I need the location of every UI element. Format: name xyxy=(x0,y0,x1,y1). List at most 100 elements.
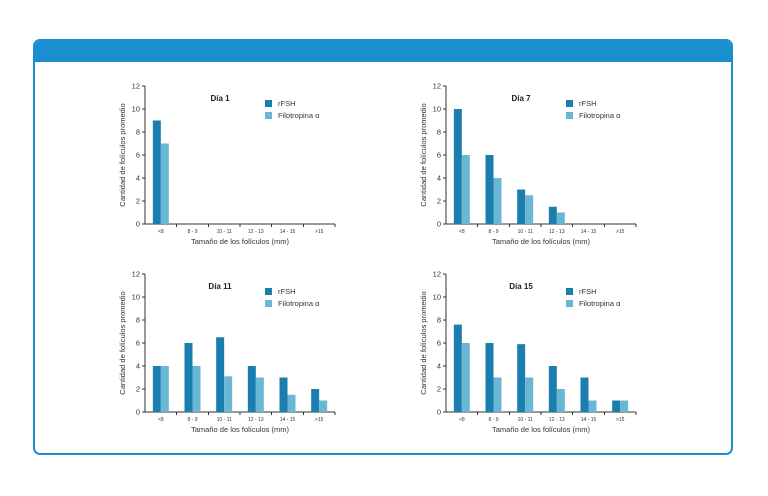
bar-filotropina xyxy=(160,143,169,224)
bar-filotropina xyxy=(287,394,296,412)
y-tick-label: 12 xyxy=(433,82,441,91)
x-tick-label: 8 - 9 xyxy=(488,417,498,423)
legend-swatch-filotropina xyxy=(265,300,272,307)
panel-header-bar xyxy=(35,41,731,62)
legend-swatch-rfsh xyxy=(566,100,573,107)
bar-filotropina xyxy=(255,377,264,412)
y-tick-label: 6 xyxy=(136,339,140,348)
bar-filotropina xyxy=(588,400,597,412)
x-tick-label: 10 - 11 xyxy=(217,229,232,235)
y-axis-label: Cantidad de folículos promedio xyxy=(419,103,428,206)
bar-rfsh xyxy=(152,366,161,412)
y-tick-label: 12 xyxy=(433,270,441,279)
bar-rfsh xyxy=(453,109,462,224)
x-tick-label: 14 - 15 xyxy=(581,229,597,235)
legend-label-filotropina: Filotropina α xyxy=(579,299,621,308)
x-tick-label: 12 - 13 xyxy=(549,229,565,235)
bar-filotropina xyxy=(620,400,629,412)
y-axis-label: Cantidad de folículos promedio xyxy=(419,291,428,394)
chart-title: Día 15 xyxy=(509,282,533,291)
bar-filotropina xyxy=(224,376,233,412)
legend-label-rfsh: rFSH xyxy=(579,99,597,108)
bar-rfsh xyxy=(548,206,557,224)
bar-rfsh xyxy=(517,189,526,224)
figure-panel xyxy=(33,39,733,455)
bar-filotropina xyxy=(319,400,328,412)
chart-day-1: 0 2 4 6 8 10 12 <8 8 - 9 10 - 11 12 - 13 14 - 15 >15… xyxy=(118,82,336,246)
x-tick-label: >15 xyxy=(616,229,625,235)
y-tick-label: 0 xyxy=(136,408,140,417)
bar-rfsh xyxy=(517,344,526,412)
x-tick-label: 10 - 11 xyxy=(217,417,232,423)
bar-filotropina xyxy=(556,389,565,412)
y-tick-label: 6 xyxy=(437,339,441,348)
y-tick-label: 12 xyxy=(132,270,140,279)
x-axis-label: Tamaño de los folículos (mm) xyxy=(191,425,289,434)
x-tick-label: 10 - 11 xyxy=(518,229,533,235)
bar-filotropina xyxy=(525,195,534,224)
y-tick-label: 2 xyxy=(437,197,441,206)
x-tick-label: 14 - 15 xyxy=(280,229,296,235)
y-tick-label: 4 xyxy=(136,174,140,183)
legend-label-rfsh: rFSH xyxy=(579,287,597,296)
y-tick-label: 10 xyxy=(433,293,441,302)
x-tick-label: 12 - 13 xyxy=(248,417,264,423)
bar-filotropina xyxy=(493,377,502,412)
bar-rfsh xyxy=(580,377,589,412)
chart-day-7: 0 2 4 6 8 10 12 <8 8 - 9 10 - 11 12 - 13 14 - 15 >15… xyxy=(419,82,637,246)
y-axis-label: Cantidad de folículos promedio xyxy=(118,103,127,206)
legend-swatch-rfsh xyxy=(265,288,272,295)
x-tick-label: 10 - 11 xyxy=(518,417,533,423)
y-tick-label: 2 xyxy=(136,197,140,206)
legend-swatch-filotropina xyxy=(566,300,573,307)
x-axis-label: Tamaño de los folículos (mm) xyxy=(191,237,289,246)
bar-rfsh xyxy=(311,389,320,412)
bar-rfsh xyxy=(485,155,494,224)
legend-label-filotropina: Filotropina α xyxy=(579,111,621,120)
bar-rfsh xyxy=(612,400,621,412)
bar-rfsh xyxy=(247,366,256,412)
y-tick-label: 8 xyxy=(437,316,441,325)
y-tick-label: 8 xyxy=(136,128,140,137)
x-tick-label: 12 - 13 xyxy=(248,229,264,235)
legend-swatch-rfsh xyxy=(566,288,573,295)
x-tick-label: >15 xyxy=(315,229,324,235)
legend-swatch-filotropina xyxy=(566,112,573,119)
x-tick-label: 8 - 9 xyxy=(488,229,498,235)
y-tick-label: 10 xyxy=(132,293,140,302)
x-tick-label: <8 xyxy=(459,229,465,235)
y-tick-label: 4 xyxy=(437,362,441,371)
legend-label-rfsh: rFSH xyxy=(278,287,296,296)
chart-title: Día 1 xyxy=(210,94,230,103)
y-tick-label: 0 xyxy=(437,408,441,417)
legend-label-filotropina: Filotropina α xyxy=(278,111,320,120)
chart-day-15: 0 2 4 6 8 10 12 <8 8 - 9 10 - 11 12 - 13 14 - 15 >15… xyxy=(419,270,637,434)
x-tick-label: <8 xyxy=(158,417,164,423)
y-tick-label: 2 xyxy=(136,385,140,394)
x-tick-label: >15 xyxy=(616,417,625,423)
bar-filotropina xyxy=(525,377,534,412)
y-tick-label: 0 xyxy=(136,220,140,229)
bar-filotropina xyxy=(461,155,470,224)
bar-rfsh xyxy=(216,337,225,412)
x-tick-label: <8 xyxy=(158,229,164,235)
bar-filotropina xyxy=(160,366,169,412)
x-tick-label: <8 xyxy=(459,417,465,423)
x-tick-label: 14 - 15 xyxy=(581,417,597,423)
y-tick-label: 6 xyxy=(136,151,140,160)
y-axis-label: Cantidad de folículos promedio xyxy=(118,291,127,394)
bar-rfsh xyxy=(152,120,161,224)
x-tick-label: >15 xyxy=(315,417,324,423)
legend-label-rfsh: rFSH xyxy=(278,99,296,108)
y-tick-label: 4 xyxy=(136,362,140,371)
bar-filotropina xyxy=(461,343,470,412)
y-tick-label: 12 xyxy=(132,82,140,91)
chart-title: Día 7 xyxy=(511,94,531,103)
legend-swatch-rfsh xyxy=(265,100,272,107)
bar-filotropina xyxy=(556,212,565,224)
y-tick-label: 0 xyxy=(437,220,441,229)
x-axis-label: Tamaño de los folículos (mm) xyxy=(492,237,590,246)
y-tick-label: 10 xyxy=(132,105,140,114)
chart-day-11: 0 2 4 6 8 10 12 <8 8 - 9 10 - 11 12 - 13 14 - 15 >15… xyxy=(118,270,336,434)
bar-rfsh xyxy=(184,343,193,412)
